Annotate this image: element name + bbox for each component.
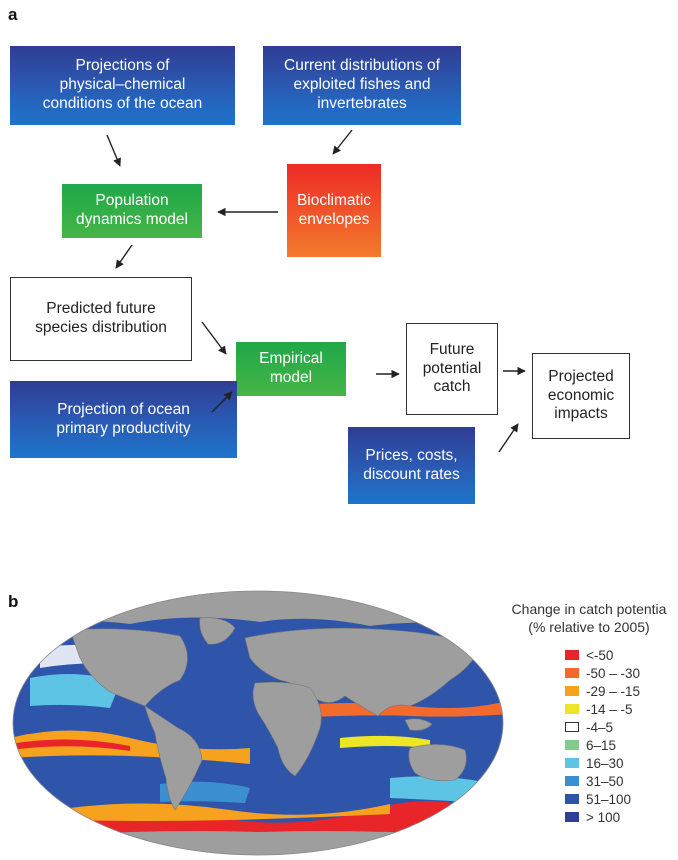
legend-label: 51–100 xyxy=(586,791,632,807)
legend-item: 51–100 xyxy=(565,790,631,808)
legend-label: -29 – -15 xyxy=(586,683,641,699)
legend-swatch xyxy=(565,740,579,750)
legend-label: -50 – -30 xyxy=(586,665,641,681)
arrow-prices-to-impacts xyxy=(498,423,519,453)
empirical-model-box: Empirical model xyxy=(236,342,346,396)
legend-item: 6–15 xyxy=(565,736,616,754)
predicted-distribution-box: Predicted future species distribution xyxy=(10,277,192,361)
legend-swatch xyxy=(565,686,579,696)
projected-impacts-box: Projected economic impacts xyxy=(532,353,630,439)
primary-productivity-box: Projection of ocean primary productivity xyxy=(10,381,237,458)
legend-item: 31–50 xyxy=(565,772,624,790)
projections-physical-text: Projections of physical–chemical conditi… xyxy=(42,57,203,112)
legend-swatch xyxy=(565,722,579,732)
flow-arrows xyxy=(106,129,526,453)
legend-item: <-50 xyxy=(565,646,613,664)
projections-physical-box: Projections of physical–chemical conditi… xyxy=(10,46,235,125)
arrow-population-to-predicted xyxy=(115,244,133,269)
arrow-predicted-to-empirical xyxy=(201,321,227,355)
prices-costs-box: Prices, costs, discount rates xyxy=(348,427,475,504)
legend-item: -4–5 xyxy=(565,718,613,736)
primary-productivity-text: Projection of ocean primary productivity xyxy=(56,400,191,437)
world-catch-map xyxy=(12,590,504,856)
current-distributions-text: Current distributions of exploited fishe… xyxy=(284,57,440,112)
future-catch-text: Future potential catch xyxy=(422,340,482,396)
population-dynamics-box: Population dynamics model xyxy=(62,184,202,238)
current-distributions-box: Current distributions of exploited fishe… xyxy=(263,46,461,125)
projected-impacts-text: Projected economic impacts xyxy=(547,367,615,423)
legend-item: -50 – -30 xyxy=(565,664,640,682)
legend-swatch xyxy=(565,668,579,678)
legend-label: > 100 xyxy=(586,809,621,825)
arrow-productivity-to-empirical xyxy=(211,391,233,413)
legend-label: 16–30 xyxy=(586,755,624,771)
prices-costs-text: Prices, costs, discount rates xyxy=(363,446,460,483)
legend-swatch xyxy=(565,704,579,714)
population-dynamics-text: Population dynamics model xyxy=(76,192,188,228)
panel-a-label: a xyxy=(8,5,18,24)
legend-item: > 100 xyxy=(565,808,620,826)
legend-label: -14 – -5 xyxy=(586,701,633,717)
legend-item: -14 – -5 xyxy=(565,700,633,718)
bioclimatic-envelopes-text: Bioclimatic envelopes xyxy=(296,191,372,228)
arrow-physical-to-population xyxy=(106,134,121,167)
legend-label: -4–5 xyxy=(586,719,614,735)
arrow-distributions-to-bioclimatic xyxy=(332,129,353,155)
legend-swatch xyxy=(565,650,579,660)
legend-swatch xyxy=(565,776,579,786)
bioclimatic-envelopes-box: Bioclimatic envelopes xyxy=(287,164,381,257)
legend-title: Change in catch potentia (% relative to … xyxy=(511,601,667,636)
legend-swatch xyxy=(565,812,579,822)
legend-label: 6–15 xyxy=(586,737,617,753)
legend-swatch xyxy=(565,758,579,768)
legend-label: <-50 xyxy=(586,647,614,663)
legend-label: 31–50 xyxy=(586,773,624,789)
future-catch-box: Future potential catch xyxy=(406,323,498,415)
empirical-model-text: Empirical model xyxy=(259,350,323,386)
panel-b-label: b xyxy=(8,592,19,611)
predicted-distribution-text: Predicted future species distribution xyxy=(35,300,167,336)
legend-swatch xyxy=(565,794,579,804)
legend-item: -29 – -15 xyxy=(565,682,640,700)
legend-item: 16–30 xyxy=(565,754,624,772)
